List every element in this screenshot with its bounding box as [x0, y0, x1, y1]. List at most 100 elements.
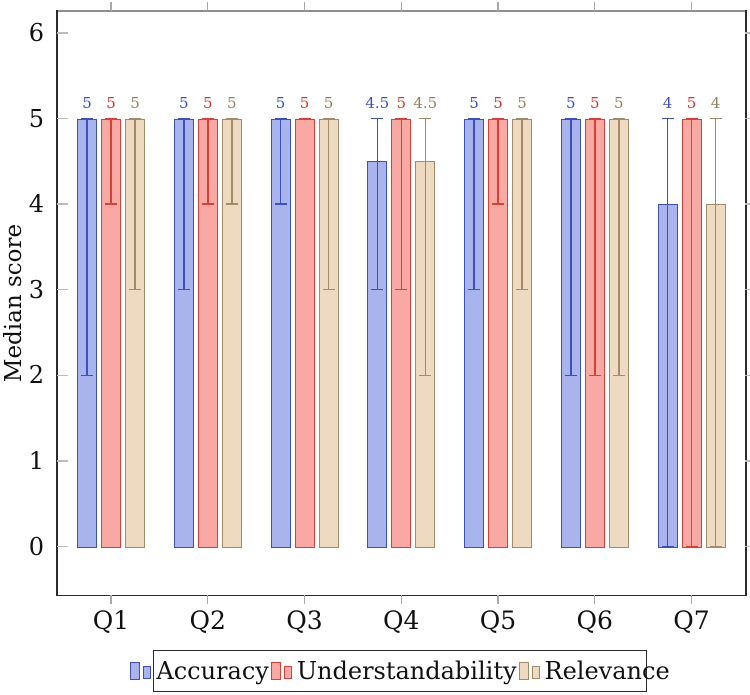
- error-bar-cap-bottom: [177, 288, 190, 291]
- x-tick-bottom: [690, 595, 693, 604]
- error-bar-cap-bottom: [588, 374, 601, 377]
- error-bar-cap-top: [322, 117, 335, 120]
- y-tick-label: 6: [28, 18, 44, 47]
- value-label: 5: [493, 94, 503, 112]
- x-tick-label: Q7: [673, 606, 710, 635]
- error-bar-line: [666, 118, 669, 547]
- error-bar-cap-bottom: [419, 374, 432, 377]
- error-bar-cap-top: [81, 117, 93, 120]
- error-bar-cap-bottom: [81, 374, 93, 377]
- value-label: 4: [662, 94, 673, 112]
- value-label: 5: [565, 94, 576, 112]
- y-tick-left: [57, 460, 68, 462]
- value-label: 5: [106, 94, 116, 112]
- error-bar-line: [424, 118, 426, 376]
- legend-box: Accuracy Understandability Relevance: [130, 650, 670, 692]
- y-tick-right: [745, 32, 750, 34]
- value-label: 4.5: [365, 94, 390, 112]
- error-bar-line: [497, 118, 499, 205]
- legend-swatch-icon: [270, 662, 292, 680]
- value-label: 5: [178, 94, 189, 112]
- y-tick-left: [57, 289, 68, 291]
- error-bar-line: [473, 118, 475, 290]
- x-tick-label: Q1: [92, 606, 130, 635]
- x-tick-top: [594, 2, 596, 11]
- y-tick-right: [745, 289, 750, 291]
- plot-frame-right: [745, 10, 747, 596]
- error-bar-cap-bottom: [468, 288, 480, 291]
- error-bar-cap-bottom: [661, 545, 674, 548]
- y-tick-label: 0: [28, 532, 44, 561]
- y-tick-label: 2: [28, 361, 44, 390]
- error-bar-line: [400, 118, 402, 290]
- error-bar-line: [570, 118, 572, 376]
- y-tick-label: 3: [28, 275, 44, 304]
- error-bar-cap-top: [129, 117, 141, 120]
- error-bar-cap-top: [685, 117, 698, 120]
- x-tick-bottom: [497, 595, 499, 604]
- error-bar-cap-bottom: [612, 374, 625, 377]
- error-bar-line: [279, 118, 282, 205]
- error-bar-line: [327, 118, 330, 290]
- error-bar-line: [134, 118, 136, 290]
- value-label: 5: [202, 94, 213, 112]
- y-tick-right: [745, 545, 750, 548]
- x-tick-label: Q2: [189, 606, 226, 635]
- value-label: 5: [396, 94, 407, 112]
- y-tick-label: 1: [28, 446, 44, 475]
- legend-entry: Relevance: [518, 657, 670, 685]
- x-tick-top: [110, 2, 112, 11]
- x-tick-label: Q4: [383, 606, 420, 635]
- error-bar-line: [183, 118, 185, 290]
- error-bar-line: [231, 118, 233, 205]
- value-label: 5: [130, 94, 140, 112]
- legend-swatch-icon: [518, 662, 540, 680]
- error-bar-cap-top: [661, 117, 674, 120]
- error-bar-cap-bottom: [225, 203, 238, 205]
- value-label: 5: [613, 94, 624, 112]
- y-tick-left: [57, 203, 68, 205]
- x-tick-top: [497, 2, 499, 11]
- error-bar-cap-bottom: [492, 203, 504, 205]
- error-bar-cap-top: [177, 117, 190, 120]
- value-label: 5: [226, 94, 237, 112]
- error-bar-cap-top: [588, 117, 601, 120]
- error-bar-line: [714, 118, 717, 547]
- error-bar-cap-bottom: [105, 203, 117, 205]
- error-bar-cap-top: [395, 117, 408, 120]
- value-label: 5: [275, 94, 286, 112]
- x-tick-label: Q6: [576, 606, 613, 635]
- error-bar-cap-bottom: [709, 545, 722, 548]
- y-tick-left: [57, 32, 68, 34]
- error-bar-line: [690, 118, 693, 547]
- x-tick-top: [207, 2, 209, 11]
- error-bar-cap-top: [612, 117, 625, 120]
- x-tick-top: [303, 2, 306, 11]
- value-label: 4: [710, 94, 721, 112]
- error-bar-line: [594, 118, 596, 376]
- error-bar-line: [207, 118, 209, 205]
- plot-frame-top: [56, 10, 747, 12]
- y-tick-left: [57, 374, 68, 376]
- x-tick-label: Q3: [286, 606, 323, 635]
- y-tick-label: 5: [28, 104, 44, 133]
- error-bar-line: [86, 118, 88, 376]
- legend-label: Understandability: [296, 657, 517, 685]
- x-tick-bottom: [303, 595, 306, 604]
- y-tick-left: [57, 545, 68, 548]
- y-tick-right: [745, 374, 750, 376]
- error-bar-cap-top: [419, 117, 432, 120]
- legend-label: Relevance: [544, 657, 670, 685]
- error-bar-cap-top: [201, 117, 214, 120]
- error-bar-cap-bottom: [322, 288, 335, 291]
- x-tick-label: Q5: [479, 606, 517, 635]
- value-label: 5: [299, 94, 310, 112]
- error-bar-cap-top: [468, 117, 480, 120]
- error-bar-cap-bottom: [685, 545, 698, 548]
- y-tick-right: [745, 460, 750, 462]
- x-tick-top: [400, 2, 402, 11]
- error-bar-line: [521, 118, 523, 290]
- error-bar-cap-top: [564, 117, 577, 120]
- plot-frame-left: [56, 10, 58, 596]
